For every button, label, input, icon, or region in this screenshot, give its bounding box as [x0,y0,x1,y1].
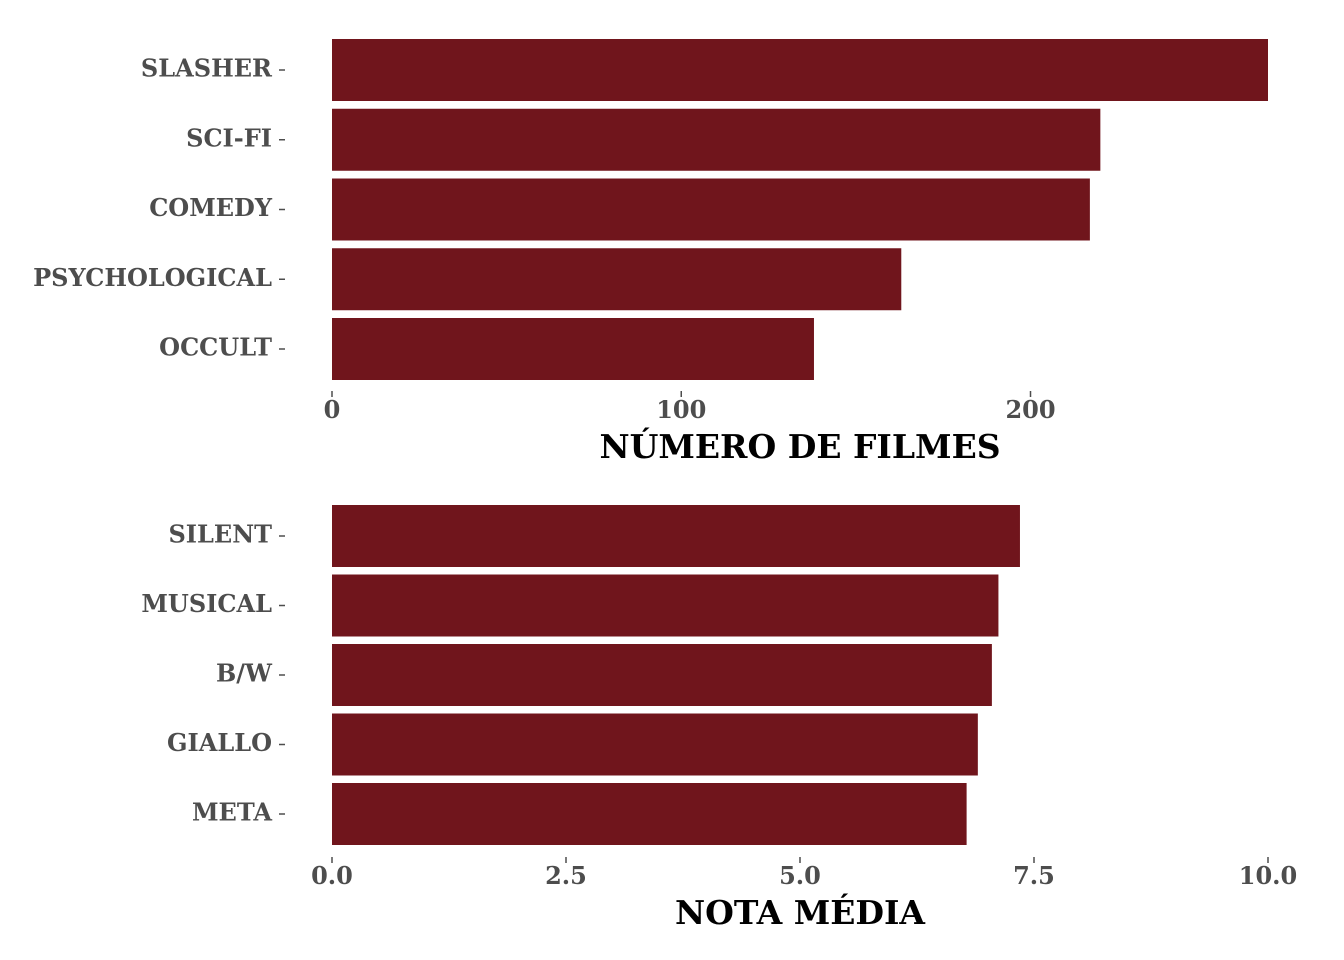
bar-slasher [332,39,1268,101]
category-label: GIALLO [167,728,272,757]
bar-musical [332,574,999,637]
category-label: COMEDY [149,193,273,222]
x-axis-title: NOTA MÉDIA [675,892,925,932]
chart-panel-average-rating: SILENT MUSICAL B/W GIALLO META 0.0 2.5 5.0 7.5 10… [141,505,1297,932]
bar-sci-fi [332,108,1101,171]
x-tick-label: 0 [324,395,341,424]
bar-occult [332,318,814,380]
x-tick-label: 0.0 [311,861,353,890]
category-label: OCCULT [159,333,272,362]
x-tick-label: 100 [656,395,706,424]
x-tick-label: 5.0 [779,861,821,890]
x-tick-label: 10.0 [1239,861,1297,890]
bar-b-w [332,644,992,706]
category-label: SCI-FI [186,123,272,152]
x-axis-title: NÚMERO DE FILMES [599,426,1000,466]
category-label: META [192,798,272,827]
bar-psychological [332,248,902,311]
category-label: B/W [216,659,273,688]
category-label: PSYCHOLOGICAL [33,263,272,292]
x-tick-label: 7.5 [1013,861,1055,890]
bar-comedy [332,178,1090,241]
chart-panel-genre-count: SLASHER SCI-FI COMEDY PSYCHOLOGICAL OCCULT 0 1… [33,39,1268,466]
x-tick-label: 2.5 [545,861,587,890]
category-label: MUSICAL [141,589,272,618]
x-tick-label: 200 [1005,395,1055,424]
bar-silent [332,505,1020,567]
category-label: SLASHER [141,54,273,83]
category-label: SILENT [168,520,272,549]
bar-meta [332,783,967,845]
bar-giallo [332,713,978,776]
